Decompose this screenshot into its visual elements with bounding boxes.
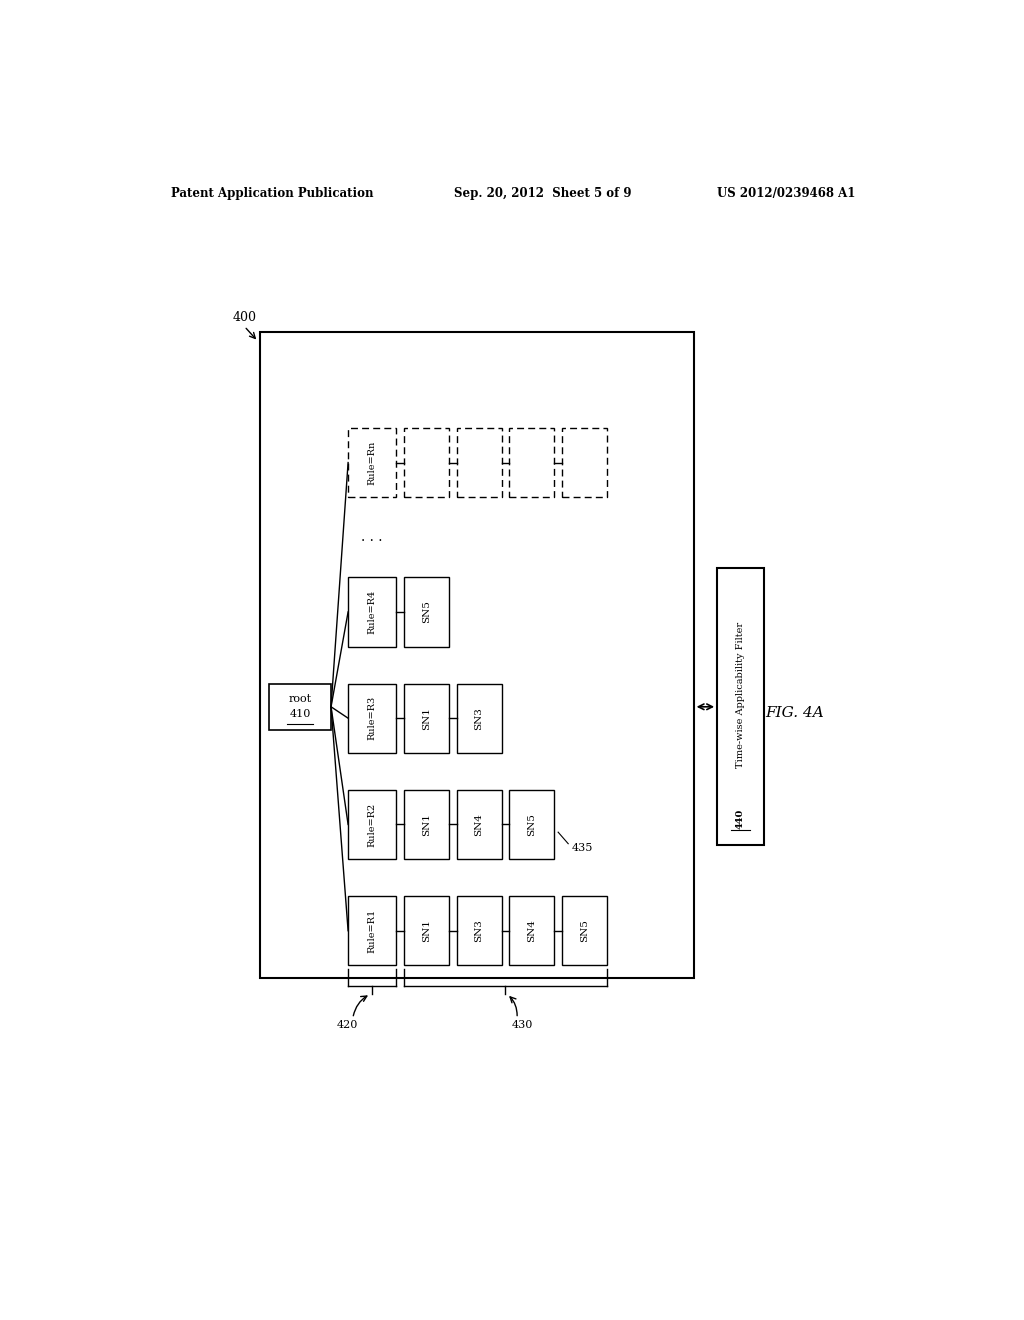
Text: FIG. 4A: FIG. 4A (765, 706, 824, 719)
Bar (403, 428, 449, 498)
Text: Rule=Rn: Rule=Rn (368, 441, 377, 484)
Bar (457, 896, 502, 965)
Bar (260, 331, 693, 978)
Bar (717, 568, 764, 845)
Text: US 2012/0239468 A1: US 2012/0239468 A1 (717, 186, 855, 199)
Text: SN1: SN1 (422, 813, 431, 836)
Bar (403, 896, 449, 965)
Text: 435: 435 (571, 842, 593, 853)
Bar (457, 428, 502, 498)
Bar (348, 896, 396, 965)
Text: SN3: SN3 (474, 919, 483, 942)
Text: SN5: SN5 (527, 813, 537, 836)
Bar (562, 896, 607, 965)
Text: SN1: SN1 (422, 706, 431, 730)
Text: SN5: SN5 (580, 919, 589, 942)
Bar (457, 684, 502, 752)
Text: 410: 410 (290, 709, 310, 719)
Text: SN1: SN1 (422, 919, 431, 942)
Text: SN5: SN5 (422, 601, 431, 623)
Text: Rule=R2: Rule=R2 (368, 803, 377, 846)
Text: SN4: SN4 (527, 919, 537, 942)
Text: 420: 420 (337, 1019, 358, 1030)
Text: root: root (289, 694, 311, 704)
Bar (348, 789, 396, 859)
Text: 430: 430 (512, 1019, 534, 1030)
Text: 400: 400 (232, 312, 257, 323)
Text: Rule=R3: Rule=R3 (368, 696, 377, 741)
Bar (348, 577, 396, 647)
Bar (348, 684, 396, 752)
Text: Time-wise Applicability Filter: Time-wise Applicability Filter (736, 622, 744, 768)
Text: Rule=R1: Rule=R1 (368, 908, 377, 953)
Text: Rule=R4: Rule=R4 (368, 590, 377, 634)
Bar (403, 684, 449, 752)
Text: Sep. 20, 2012  Sheet 5 of 9: Sep. 20, 2012 Sheet 5 of 9 (454, 186, 631, 199)
Bar (457, 789, 502, 859)
Bar (562, 428, 607, 498)
Bar (269, 684, 331, 730)
Bar (348, 428, 396, 498)
Text: SN4: SN4 (474, 813, 483, 836)
Bar (403, 577, 449, 647)
Bar (509, 789, 554, 859)
Bar (403, 789, 449, 859)
Bar (509, 428, 554, 498)
Text: . . .: . . . (361, 531, 383, 544)
Bar (509, 896, 554, 965)
Text: Patent Application Publication: Patent Application Publication (171, 186, 373, 199)
Text: 440: 440 (736, 808, 744, 829)
Text: SN3: SN3 (474, 706, 483, 730)
